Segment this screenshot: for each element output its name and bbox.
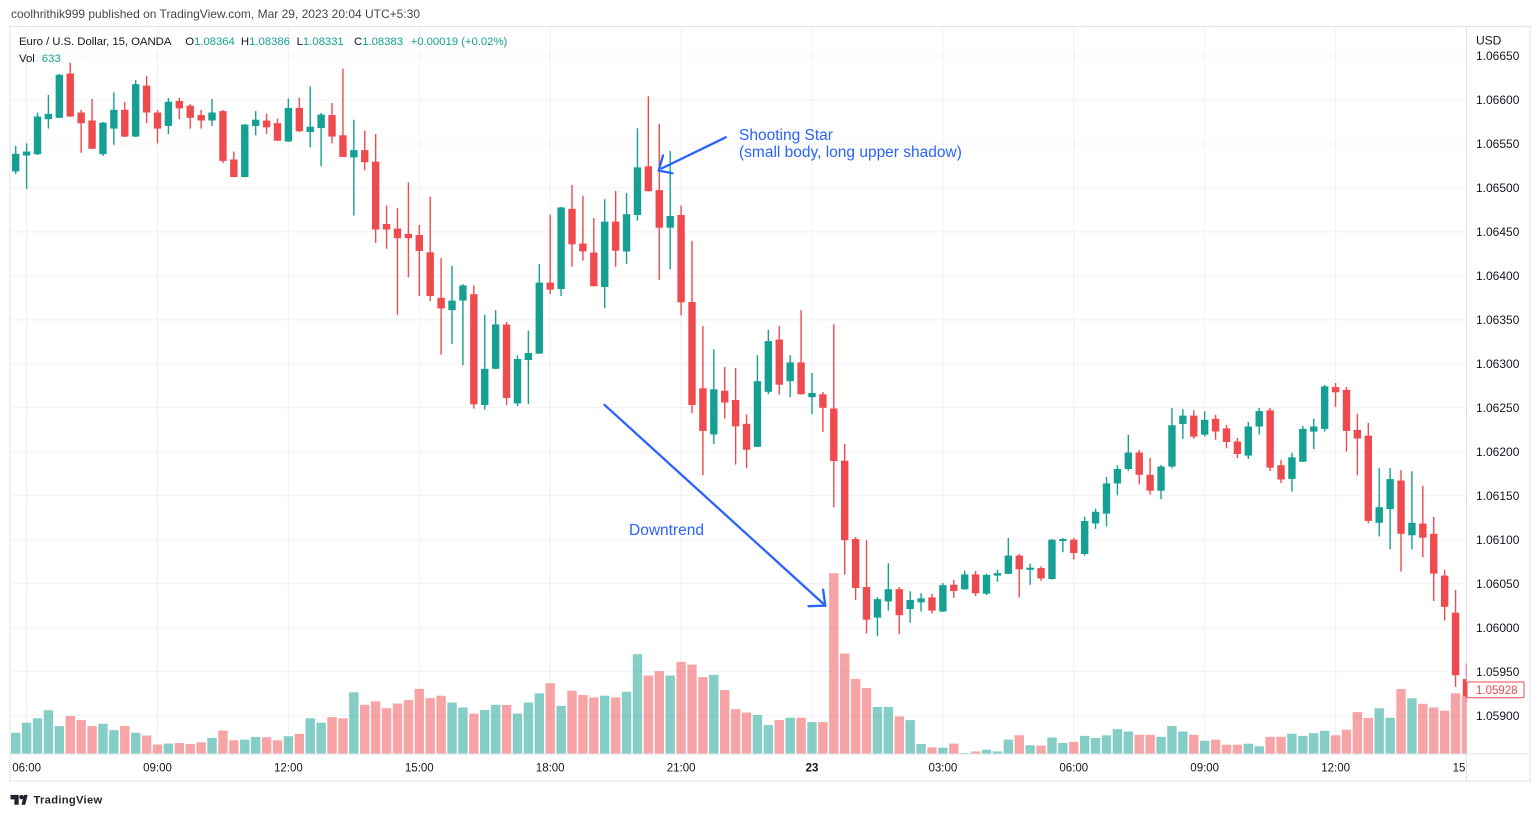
svg-text:1.06000: 1.06000: [1476, 621, 1520, 635]
svg-text:09:00: 09:00: [1190, 763, 1219, 775]
svg-text:1.06200: 1.06200: [1476, 445, 1520, 459]
svg-text:1.06300: 1.06300: [1476, 357, 1520, 371]
svg-text:1.06100: 1.06100: [1476, 533, 1520, 547]
svg-text:C1.08383: C1.08383: [354, 36, 403, 48]
svg-text:03:00: 03:00: [929, 763, 958, 775]
svg-text:1.05928: 1.05928: [1476, 685, 1518, 697]
svg-text:TradingView: TradingView: [34, 794, 103, 806]
svg-text:15:00: 15:00: [405, 763, 434, 775]
svg-text:06:00: 06:00: [12, 763, 41, 775]
svg-text:1.06150: 1.06150: [1476, 489, 1520, 503]
svg-text:1.06650: 1.06650: [1476, 49, 1520, 63]
svg-text:12:00: 12:00: [1321, 763, 1350, 775]
svg-text:USD: USD: [1476, 33, 1502, 47]
svg-text:21:00: 21:00: [667, 763, 696, 775]
svg-text:18:00: 18:00: [536, 763, 565, 775]
svg-text:Vol: Vol: [19, 53, 35, 65]
svg-text:1.05900: 1.05900: [1476, 709, 1520, 723]
svg-text:1.06550: 1.06550: [1476, 137, 1520, 151]
svg-text:1.06600: 1.06600: [1476, 93, 1520, 107]
svg-text:15: 15: [1453, 763, 1466, 775]
svg-text:1.06500: 1.06500: [1476, 181, 1520, 195]
svg-text:1.06250: 1.06250: [1476, 401, 1520, 415]
svg-text:06:00: 06:00: [1059, 763, 1088, 775]
svg-text:1.06400: 1.06400: [1476, 269, 1520, 283]
svg-text:1.06350: 1.06350: [1476, 313, 1520, 327]
svg-text:12:00: 12:00: [274, 763, 303, 775]
svg-text:Euro / U.S. Dollar, 15, OANDA: Euro / U.S. Dollar, 15, OANDA: [19, 36, 172, 48]
svg-text:23: 23: [806, 763, 819, 775]
svg-text:+0.00019 (+0.02%): +0.00019 (+0.02%): [411, 36, 508, 48]
svg-text:coolhrithik999 published on Tr: coolhrithik999 published on TradingView.…: [11, 7, 420, 21]
svg-text:633: 633: [42, 53, 61, 65]
svg-text:L1.08331: L1.08331: [297, 36, 344, 48]
svg-text:(small body, long upper shadow: (small body, long upper shadow): [739, 144, 962, 161]
svg-text:1.06050: 1.06050: [1476, 577, 1520, 591]
svg-text:O1.08364: O1.08364: [185, 36, 235, 48]
svg-text:1.05950: 1.05950: [1476, 665, 1520, 679]
svg-text:09:00: 09:00: [143, 763, 172, 775]
svg-text:1.06450: 1.06450: [1476, 225, 1520, 239]
svg-text:Shooting Star: Shooting Star: [739, 127, 833, 144]
svg-text:H1.08386: H1.08386: [241, 36, 290, 48]
svg-text:Downtrend: Downtrend: [629, 522, 704, 539]
